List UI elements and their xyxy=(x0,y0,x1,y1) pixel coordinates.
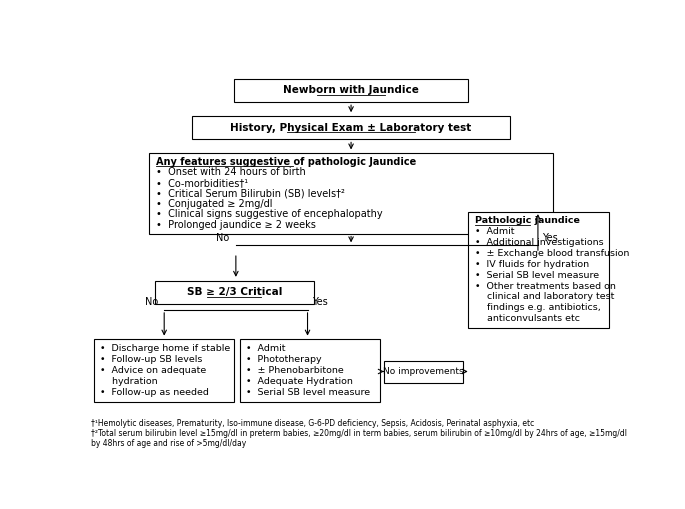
Text: SB ≥ 2/3 Critical: SB ≥ 2/3 Critical xyxy=(186,287,282,297)
Text: •  Serial SB level measure: • Serial SB level measure xyxy=(247,388,371,398)
Text: hydration: hydration xyxy=(101,377,158,386)
Text: •  Onset with 24 hours of birth: • Onset with 24 hours of birth xyxy=(156,167,306,178)
Bar xyxy=(94,340,234,402)
Text: •  Follow-up SB levels: • Follow-up SB levels xyxy=(101,355,203,364)
Text: •  Co-morbidities†¹: • Co-morbidities†¹ xyxy=(156,178,249,188)
Text: anticonvulsants etc: anticonvulsants etc xyxy=(475,314,580,323)
Text: •  Follow-up as needed: • Follow-up as needed xyxy=(101,388,210,398)
Text: •  Advice on adequate: • Advice on adequate xyxy=(101,366,207,375)
Text: Pathologic jaundice: Pathologic jaundice xyxy=(475,216,580,225)
Text: •  Discharge home if stable: • Discharge home if stable xyxy=(101,344,231,353)
Text: •  Serial SB level measure: • Serial SB level measure xyxy=(475,271,599,280)
Text: Any features suggestive of pathologic Jaundice: Any features suggestive of pathologic Ja… xyxy=(156,157,416,167)
Text: No: No xyxy=(216,233,229,243)
Bar xyxy=(240,340,380,402)
Text: clinical and laboratory test: clinical and laboratory test xyxy=(475,293,614,301)
Text: •  Additional investigations: • Additional investigations xyxy=(475,238,603,247)
Text: •  Adequate Hydration: • Adequate Hydration xyxy=(247,377,353,386)
Text: †¹Hemolytic diseases, Prematurity, Iso-immune disease, G-6-PD deficiency, Sepsis: †¹Hemolytic diseases, Prematurity, Iso-i… xyxy=(91,418,627,448)
Text: •  Clinical signs suggestive of encephalopathy: • Clinical signs suggestive of encephalo… xyxy=(156,209,383,219)
Text: •  Critical Serum Bilirubin (SB) levels†²: • Critical Serum Bilirubin (SB) levels†² xyxy=(156,188,345,199)
Text: •  Other treatments based on: • Other treatments based on xyxy=(475,281,616,291)
Text: Yes: Yes xyxy=(312,297,327,307)
Text: •  IV fluids for hydration: • IV fluids for hydration xyxy=(475,260,589,269)
Bar xyxy=(192,116,510,139)
Text: No improvements: No improvements xyxy=(383,367,464,376)
Text: •  Prolonged jaundice ≥ 2 weeks: • Prolonged jaundice ≥ 2 weeks xyxy=(156,220,316,230)
Text: Newborn with Jaundice: Newborn with Jaundice xyxy=(283,86,419,96)
Text: •  Admit: • Admit xyxy=(247,344,286,353)
Bar xyxy=(468,212,608,328)
Bar xyxy=(155,280,314,304)
Text: •  ± Phenobarbitone: • ± Phenobarbitone xyxy=(247,366,345,375)
Bar xyxy=(149,153,553,234)
Bar xyxy=(234,79,468,102)
Text: •  ± Exchange blood transfusion: • ± Exchange blood transfusion xyxy=(475,249,629,258)
Text: History, Physical Exam ± Laboratory test: History, Physical Exam ± Laboratory test xyxy=(230,123,472,133)
Text: •  Conjugated ≥ 2mg/dl: • Conjugated ≥ 2mg/dl xyxy=(156,199,273,209)
Bar xyxy=(384,360,462,383)
Text: findings e.g. antibiotics,: findings e.g. antibiotics, xyxy=(475,303,601,313)
Text: Yes: Yes xyxy=(543,233,558,243)
Text: •  Admit: • Admit xyxy=(475,228,514,236)
Text: No: No xyxy=(145,297,158,307)
Text: •  Phototherapy: • Phototherapy xyxy=(247,355,322,364)
